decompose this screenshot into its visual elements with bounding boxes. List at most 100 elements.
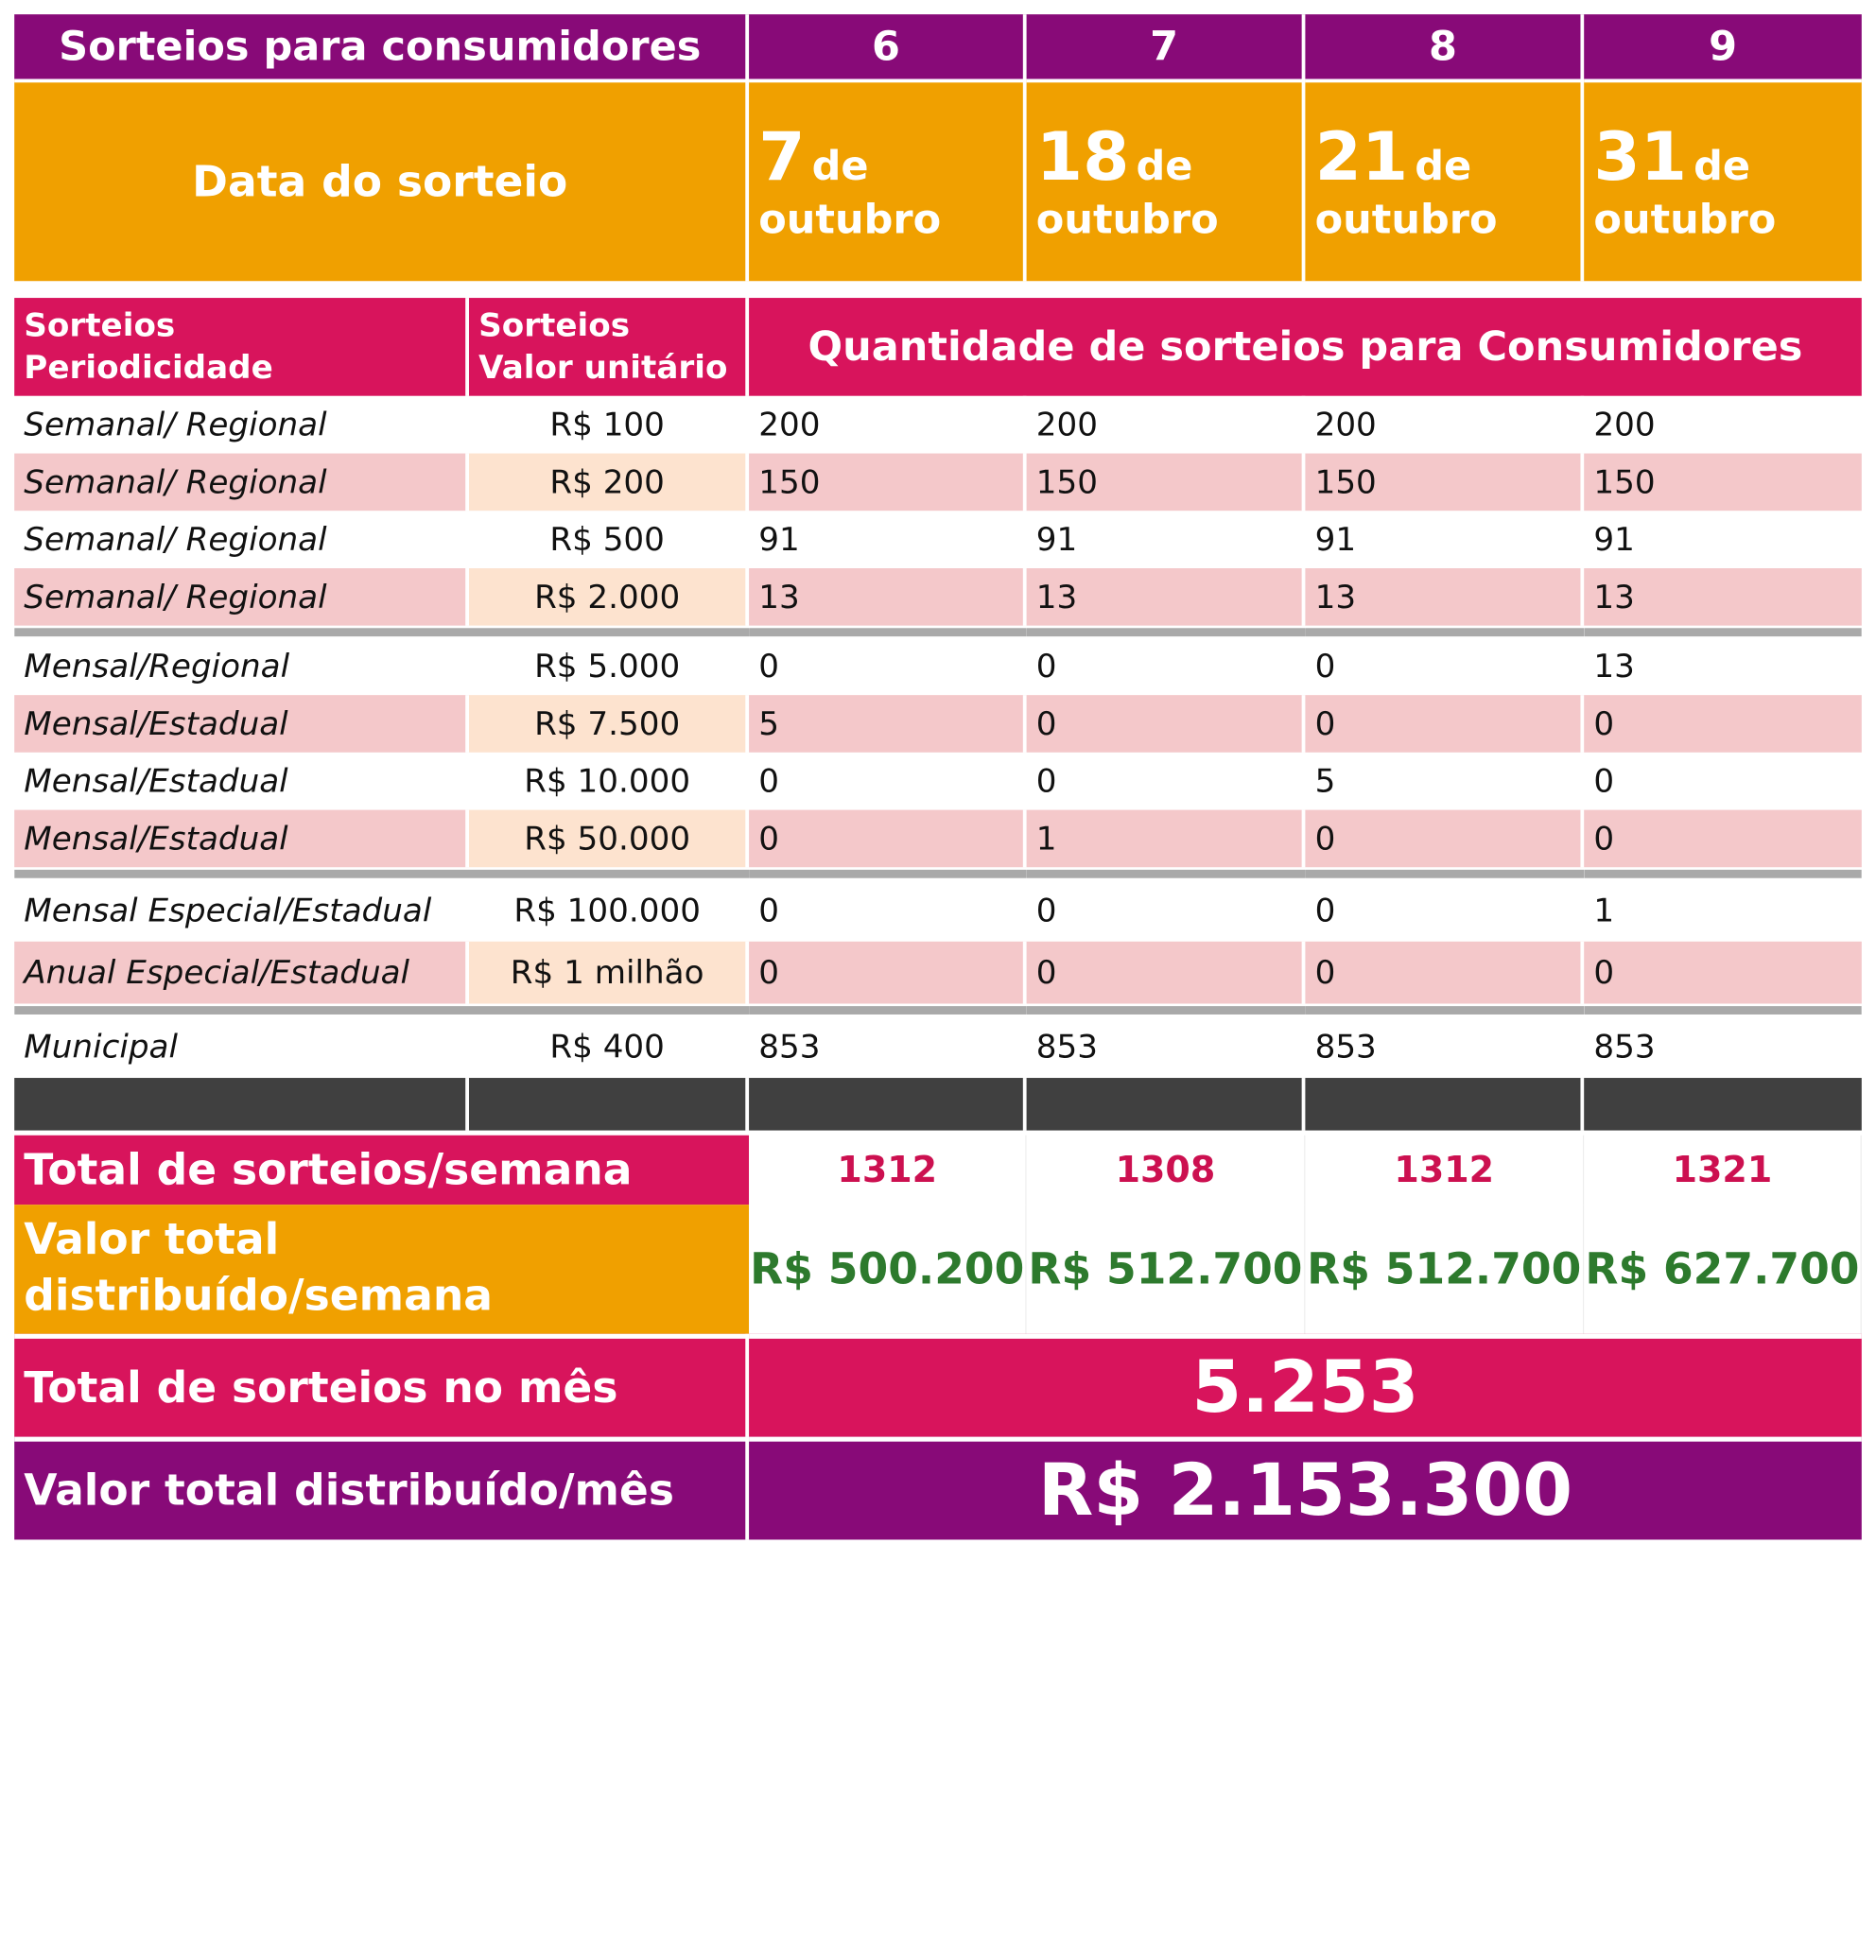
unit-value-cell: R$ 100.000 bbox=[468, 878, 750, 942]
weekly-total-value: 1321 bbox=[1584, 1135, 1862, 1205]
dark-divider-row bbox=[14, 1078, 1862, 1131]
periodicity-cell: Municipal bbox=[14, 1015, 469, 1079]
date-row: Data do sorteio 7 de outubro 18 de outub… bbox=[14, 78, 1862, 282]
header-line: Periodicidade bbox=[24, 349, 273, 387]
periodicity-cell: Semanal/ Regional bbox=[14, 395, 469, 454]
monthly-total-value: 5.253 bbox=[749, 1333, 1862, 1437]
periodicity-cell: Semanal/ Regional bbox=[14, 511, 469, 569]
draw-month: outubro bbox=[1593, 196, 1777, 244]
weekly-total-value: 1312 bbox=[1305, 1135, 1585, 1205]
unit-value-cell: R$ 100 bbox=[468, 395, 750, 454]
draw-month: outubro bbox=[758, 196, 942, 244]
count-cell: 91 bbox=[1026, 511, 1306, 569]
draw-date: 21 de outubro bbox=[1305, 78, 1585, 282]
weekly-total-value: 1312 bbox=[749, 1135, 1027, 1205]
draw-de: de bbox=[1694, 142, 1751, 191]
weekly-value-amount: R$ 500.200 bbox=[749, 1205, 1027, 1334]
count-cell: 0 bbox=[1305, 878, 1585, 942]
count-cell: 853 bbox=[1584, 1015, 1862, 1079]
unit-value-cell: R$ 10.000 bbox=[468, 752, 750, 810]
monthly-value-row: Valor total distribuído/mês R$ 2.153.300 bbox=[14, 1436, 1862, 1540]
count-cell: 200 bbox=[749, 395, 1027, 454]
unit-value-cell: R$ 5.000 bbox=[468, 637, 750, 696]
count-cell: 0 bbox=[1584, 809, 1862, 868]
table-row: Mensal/Regional R$ 5.000 0 0 0 13 bbox=[14, 637, 1862, 696]
title-row: Sorteios para consumidores 6 7 8 9 bbox=[14, 14, 1862, 79]
draw-day: 31 bbox=[1593, 118, 1688, 197]
count-cell: 13 bbox=[749, 568, 1027, 626]
table-row: Mensal/Estadual R$ 10.000 0 0 5 0 bbox=[14, 752, 1862, 810]
periodicity-cell: Mensal/Estadual bbox=[14, 752, 469, 810]
unit-value-cell: R$ 500 bbox=[468, 511, 750, 569]
count-cell: 0 bbox=[749, 809, 1027, 868]
count-cell: 200 bbox=[1584, 395, 1862, 454]
weekly-value-row: Valor total distribuído/semana R$ 500.20… bbox=[14, 1205, 1862, 1334]
count-cell: 91 bbox=[749, 511, 1027, 569]
weekly-value-amount: R$ 627.700 bbox=[1584, 1205, 1862, 1334]
count-cell: 0 bbox=[1026, 637, 1306, 696]
column-number-9: 9 bbox=[1584, 14, 1862, 79]
draw-de: de bbox=[811, 142, 869, 191]
count-cell: 0 bbox=[749, 752, 1027, 810]
monthly-value-label: Valor total distribuído/mês bbox=[14, 1436, 750, 1540]
table-row: Semanal/ Regional R$ 2.000 13 13 13 13 bbox=[14, 568, 1862, 626]
draw-day: 18 bbox=[1035, 118, 1130, 197]
header-quantity: Quantidade de sorteios para Consumidores bbox=[749, 298, 1862, 396]
count-cell: 0 bbox=[1584, 695, 1862, 753]
count-cell: 150 bbox=[1305, 453, 1585, 512]
group-separator bbox=[14, 1003, 1862, 1016]
draw-date: 7 de outubro bbox=[749, 78, 1027, 282]
column-number-7: 7 bbox=[1026, 14, 1306, 79]
date-label: Data do sorteio bbox=[14, 78, 750, 282]
table-row: Mensal Especial/Estadual R$ 100.000 0 0 … bbox=[14, 878, 1862, 942]
periodicity-cell: Semanal/ Regional bbox=[14, 453, 469, 512]
count-cell: 0 bbox=[749, 637, 1027, 696]
count-cell: 13 bbox=[1584, 637, 1862, 696]
header-line: Sorteios bbox=[24, 307, 176, 345]
draw-month: outubro bbox=[1314, 196, 1498, 244]
draw-day: 7 bbox=[758, 118, 806, 197]
count-cell: 150 bbox=[749, 453, 1027, 512]
spacer bbox=[14, 281, 1862, 299]
count-cell: 150 bbox=[1584, 453, 1862, 512]
weekly-value-amount: R$ 512.700 bbox=[1305, 1205, 1585, 1334]
periodicity-cell: Mensal/Estadual bbox=[14, 695, 469, 753]
count-cell: 200 bbox=[1026, 395, 1306, 454]
count-cell: 1 bbox=[1584, 878, 1862, 942]
table-row: Mensal/Estadual R$ 7.500 5 0 0 0 bbox=[14, 695, 1862, 753]
count-cell: 13 bbox=[1305, 568, 1585, 626]
draw-date: 31 de outubro bbox=[1584, 78, 1862, 282]
periodicity-cell: Mensal/Estadual bbox=[14, 809, 469, 868]
count-cell: 5 bbox=[1305, 752, 1585, 810]
count-cell: 5 bbox=[749, 695, 1027, 753]
count-cell: 0 bbox=[1305, 695, 1585, 753]
lottery-table-frame: Sorteios para consumidores 6 7 8 9 Data … bbox=[14, 14, 1862, 1540]
count-cell: 91 bbox=[1584, 511, 1862, 569]
weekly-total-value: 1308 bbox=[1026, 1135, 1306, 1205]
unit-value-cell: R$ 50.000 bbox=[468, 809, 750, 868]
count-cell: 13 bbox=[1584, 568, 1862, 626]
count-cell: 150 bbox=[1026, 453, 1306, 512]
unit-value-cell: R$ 2.000 bbox=[468, 568, 750, 626]
count-cell: 0 bbox=[1584, 941, 1862, 1004]
periodicity-cell: Semanal/ Regional bbox=[14, 568, 469, 626]
label-line: distribuído/semana bbox=[24, 1272, 494, 1321]
unit-value-cell: R$ 400 bbox=[468, 1015, 750, 1079]
header-line: Sorteios bbox=[478, 307, 631, 345]
count-cell: 853 bbox=[1026, 1015, 1306, 1079]
table-row: Mensal/Estadual R$ 50.000 0 1 0 0 bbox=[14, 809, 1862, 868]
table-row: Semanal/ Regional R$ 200 150 150 150 150 bbox=[14, 453, 1862, 512]
count-cell: 91 bbox=[1305, 511, 1585, 569]
count-cell: 0 bbox=[1305, 809, 1585, 868]
monthly-value-amount: R$ 2.153.300 bbox=[749, 1436, 1862, 1540]
header-unit-value: Sorteios Valor unitário bbox=[468, 298, 750, 396]
header-line: Valor unitário bbox=[478, 349, 728, 387]
count-cell: 1 bbox=[1026, 809, 1306, 868]
count-cell: 0 bbox=[1026, 695, 1306, 753]
draw-date: 18 de outubro bbox=[1026, 78, 1306, 282]
group-separator bbox=[14, 625, 1862, 638]
table-title: Sorteios para consumidores bbox=[14, 14, 750, 79]
weekly-total-row: Total de sorteios/semana 1312 1308 1312 … bbox=[14, 1135, 1862, 1205]
count-cell: 0 bbox=[1026, 752, 1306, 810]
weekly-value-label: Valor total distribuído/semana bbox=[14, 1205, 750, 1334]
